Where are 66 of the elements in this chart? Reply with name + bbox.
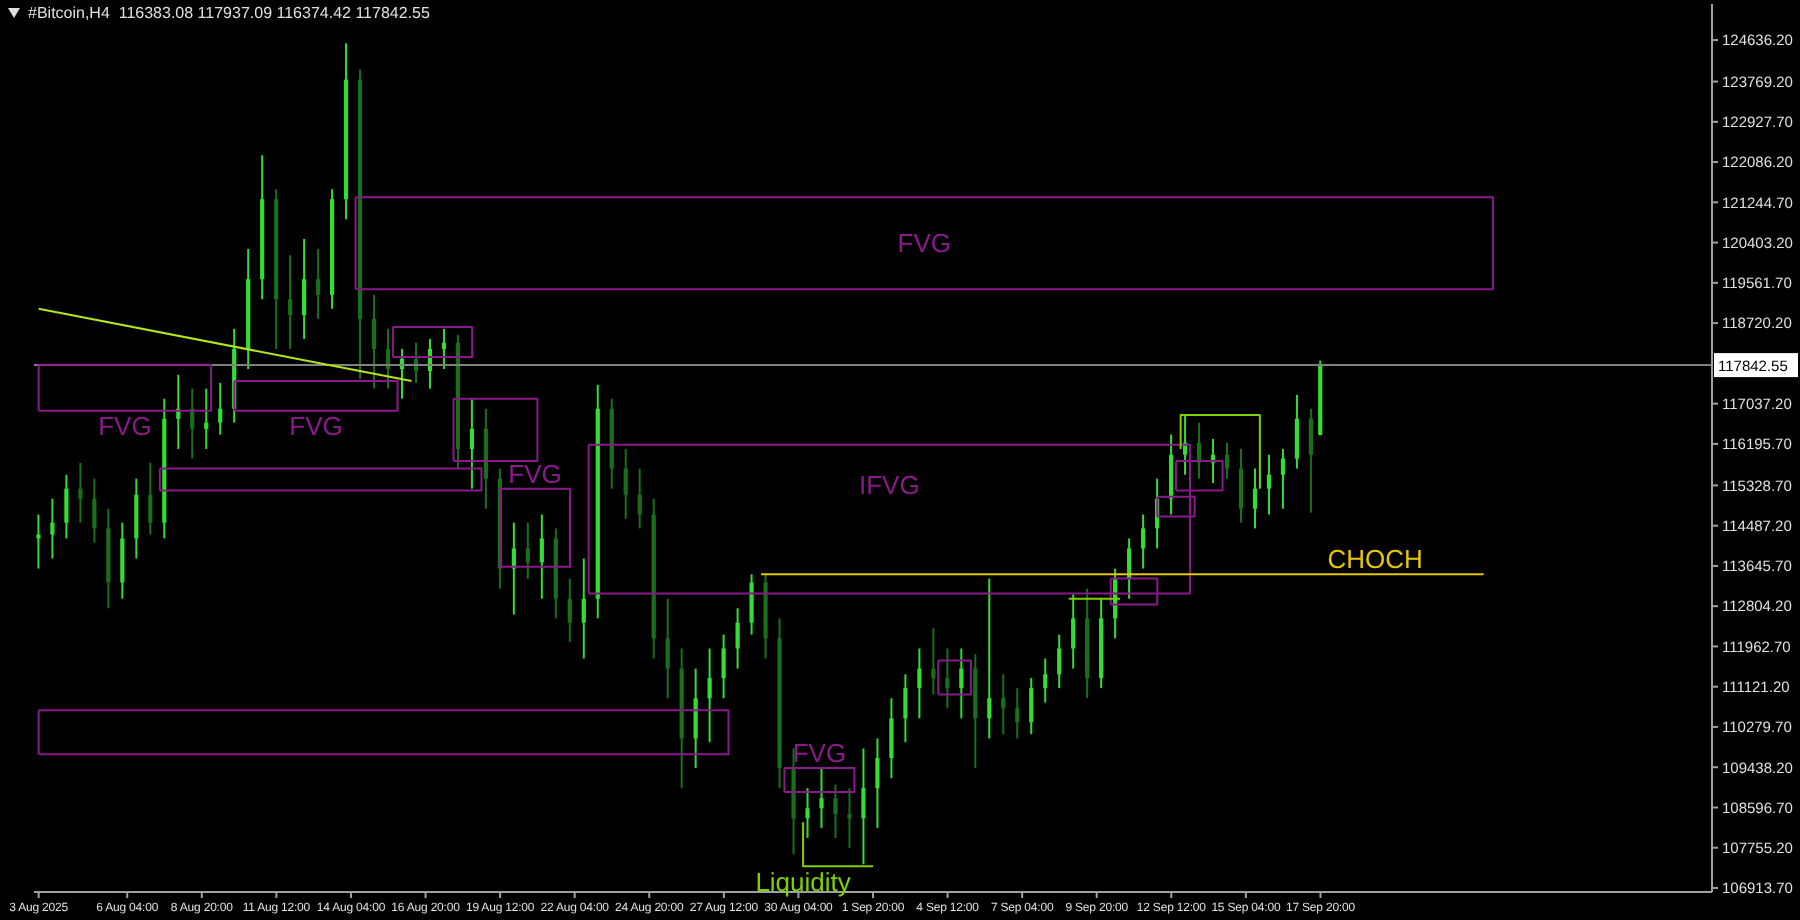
candlestick — [1168, 433, 1174, 516]
candlestick — [805, 787, 810, 839]
candlestick — [1071, 593, 1076, 670]
candlestick — [833, 783, 838, 839]
candlestick — [204, 387, 209, 450]
candlestick — [1266, 453, 1272, 516]
candlestick — [693, 667, 698, 770]
candlestick — [665, 597, 670, 700]
candlestick — [749, 573, 754, 636]
series-label: FVG — [508, 458, 562, 489]
candlestick — [917, 647, 922, 720]
candlestick — [1280, 447, 1286, 510]
candlestick — [302, 237, 307, 340]
candlestick — [148, 461, 153, 536]
candlestick — [581, 557, 586, 660]
candlestick — [441, 327, 447, 371]
series-label: Liquidity — [755, 866, 852, 897]
candlestick — [469, 397, 475, 490]
candlestick — [1001, 673, 1006, 736]
candlestick — [1029, 677, 1034, 736]
candlestick — [1043, 657, 1048, 704]
candlestick — [637, 467, 642, 530]
candlestick — [218, 381, 223, 436]
candlestick — [1141, 513, 1146, 570]
candlestick — [316, 247, 321, 320]
candlestick — [623, 447, 628, 520]
series-label: IFVG — [858, 469, 920, 500]
candlestick — [847, 787, 852, 849]
candlestick — [525, 521, 530, 580]
candlestick — [1224, 441, 1230, 480]
candlestick — [1294, 393, 1300, 470]
candlestick — [1308, 407, 1314, 514]
candlestick — [861, 747, 866, 866]
candlestick — [721, 633, 726, 700]
candlestick — [1238, 447, 1244, 524]
candlestick — [64, 473, 69, 540]
candlestick — [707, 647, 712, 744]
candlestick — [735, 607, 740, 670]
candlestick — [511, 521, 516, 616]
candlestick — [1252, 467, 1258, 530]
candlestick — [959, 647, 964, 720]
candlestick — [50, 497, 55, 560]
candlestick — [819, 767, 824, 829]
series-label: FVG — [98, 411, 152, 442]
series-label: FVG — [792, 738, 847, 769]
candlestick — [1015, 687, 1020, 740]
candlestick — [987, 577, 992, 740]
candlestick — [36, 513, 41, 570]
candlestick — [78, 461, 83, 524]
series-label: FVG — [289, 411, 343, 442]
candlestick — [875, 737, 880, 829]
candlestick — [539, 513, 544, 600]
candlestick — [134, 477, 139, 560]
candlestick — [288, 254, 293, 350]
candlestick — [92, 477, 97, 544]
candlestick — [889, 697, 894, 780]
candlestick — [567, 577, 572, 644]
candlestick — [903, 673, 908, 744]
series-label: FVG — [897, 228, 952, 259]
series-label: CHOCH — [1327, 544, 1423, 575]
candlestick — [945, 647, 950, 710]
candlestick — [120, 521, 125, 600]
candlestick — [371, 293, 377, 390]
chart-title: #Bitcoin,H4 116383.08 117937.09 116374.42 117842.55 — [28, 4, 430, 22]
candlestick — [931, 627, 936, 696]
candlestick — [1057, 633, 1062, 690]
